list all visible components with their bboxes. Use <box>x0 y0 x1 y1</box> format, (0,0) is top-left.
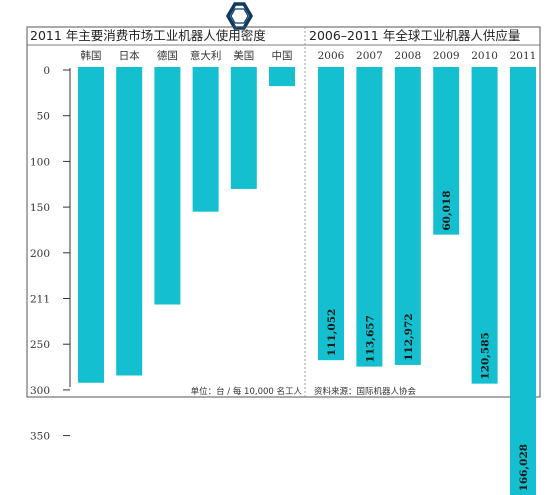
y-tick-label: 200 <box>30 248 50 260</box>
data-label: 112,972 <box>403 313 415 361</box>
chart-frame <box>26 26 541 398</box>
year-label: 2009 <box>433 50 460 62</box>
year-bar-2010 <box>471 67 498 384</box>
y-tick-label: 300 <box>30 385 50 397</box>
bar-4 <box>192 67 219 212</box>
category-label: 日本 <box>119 49 140 62</box>
year-label: 2011 <box>510 50 537 62</box>
left-bars: 韩国 日本 德国 意大利 美国 中国 <box>78 49 295 383</box>
year-label: 2008 <box>394 50 421 62</box>
bar-6 <box>269 67 295 87</box>
year-bar-2011 <box>510 67 536 495</box>
bar-2 <box>116 67 143 376</box>
data-label: 111,052 <box>326 309 338 357</box>
year-label: 2006 <box>318 50 345 62</box>
data-label: 120,585 <box>480 332 492 379</box>
year-label: 2010 <box>471 50 498 62</box>
year-bar-2008 <box>394 67 421 365</box>
data-label: 166,028 <box>518 444 530 492</box>
y-tick-label: 350 <box>30 431 50 443</box>
year-bar-2007 <box>356 67 383 367</box>
left-chart-title: 2011 年主要消费市场工业机器人使用密度 <box>30 28 266 43</box>
y-tick-label: 0 <box>43 65 50 77</box>
y-tick-label: 150 <box>30 202 50 214</box>
bar-1 <box>78 67 104 383</box>
year-bar-2009 <box>433 67 460 235</box>
y-axis-ticks: 0 50 100 150 200 211 250 300 350 <box>30 65 70 443</box>
connector-icon <box>225 2 254 30</box>
right-chart-title: 2006–2011 年全球工业机器人供应量 <box>309 28 520 43</box>
category-label: 美国 <box>233 49 254 62</box>
source-note: 资料来源：国际机器人协会 <box>314 386 417 397</box>
category-label: 中国 <box>272 49 293 62</box>
category-label: 意大利 <box>190 49 222 62</box>
data-label: 113,657 <box>364 315 376 363</box>
category-label: 韩国 <box>81 49 102 62</box>
right-bars: 2006 111,052 2007 113,657 2008 112,972 2009 60,… <box>318 50 537 495</box>
unit-note: 单位：台 / 每 10,000 名工人 <box>191 386 303 397</box>
y-tick-label: 211 <box>30 294 50 306</box>
year-label: 2007 <box>356 50 383 62</box>
y-tick-label: 50 <box>37 111 50 123</box>
year-bar-2006 <box>318 67 344 361</box>
category-label: 德国 <box>157 49 178 62</box>
data-label: 60,018 <box>441 190 453 230</box>
bar-3 <box>154 67 181 305</box>
bar-5 <box>230 67 257 189</box>
y-tick-label: 250 <box>30 339 50 351</box>
y-tick-label: 100 <box>30 156 50 168</box>
